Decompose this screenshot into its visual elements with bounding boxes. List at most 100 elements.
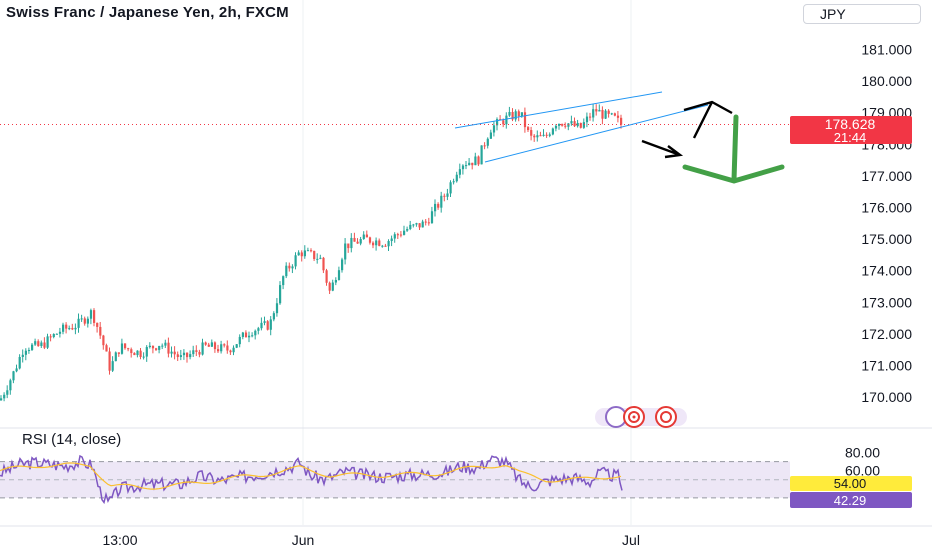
candle-body xyxy=(310,250,313,252)
rsi-value-label: 42.29 xyxy=(834,493,867,508)
candle-body xyxy=(257,328,260,331)
candle-body xyxy=(455,174,458,182)
candle-body xyxy=(173,351,176,355)
candle-body xyxy=(120,343,124,354)
time-axis[interactable]: 13:00 Jun Jul xyxy=(102,532,639,548)
candle-body xyxy=(192,350,195,355)
candle-body xyxy=(176,354,179,358)
price-tick-label: 181.000 xyxy=(861,42,912,58)
candle-body xyxy=(424,221,427,223)
candle-body xyxy=(489,132,492,139)
candle-body xyxy=(353,237,356,242)
candle-body xyxy=(527,127,530,131)
channel-upper-trendline[interactable] xyxy=(454,91,663,129)
green-arrow-down[interactable] xyxy=(682,114,785,184)
candle-body xyxy=(328,282,331,291)
candle-body xyxy=(93,310,96,323)
candle-body xyxy=(545,134,548,136)
candle-body xyxy=(133,353,136,356)
currency-button[interactable]: JPY xyxy=(803,4,921,24)
last-price-tag: 178.628 21:44 xyxy=(790,116,912,145)
replay-circles-icon[interactable] xyxy=(595,406,687,428)
candle-body xyxy=(387,241,390,247)
candle-body xyxy=(291,266,294,269)
candle-body xyxy=(62,324,65,332)
candle-body xyxy=(573,121,576,127)
candle-body xyxy=(108,351,111,371)
candle-body xyxy=(542,134,545,136)
candle-body xyxy=(508,111,511,116)
rsi-indicator-title[interactable]: RSI (14, close) xyxy=(22,431,122,448)
candle-body xyxy=(523,112,527,128)
candle-body xyxy=(421,221,424,228)
candle-body xyxy=(213,342,217,350)
candle-body xyxy=(207,344,210,347)
candle-body xyxy=(117,352,120,354)
candle-body xyxy=(170,351,173,354)
candle-body xyxy=(403,230,406,235)
candle-body xyxy=(471,162,474,166)
candle-body xyxy=(263,321,266,323)
candle-body xyxy=(145,347,148,357)
candle-body xyxy=(415,223,418,225)
candle-body xyxy=(576,122,579,127)
candle-body xyxy=(167,342,170,354)
channel-lower-trendline[interactable] xyxy=(484,104,709,163)
candle-body xyxy=(288,265,291,269)
candle-body xyxy=(12,371,15,381)
candle-body xyxy=(362,234,365,240)
candle-body xyxy=(601,109,604,119)
candle-body xyxy=(9,380,12,391)
candle-body xyxy=(86,318,89,324)
candle-body xyxy=(223,344,226,346)
black-arrow-up[interactable] xyxy=(683,100,733,139)
candle-body xyxy=(477,156,480,165)
candle-body xyxy=(105,345,108,352)
rsi-ma-line xyxy=(0,462,622,490)
candle-body xyxy=(564,125,567,127)
candle-body xyxy=(195,350,198,352)
candle-body xyxy=(561,123,564,126)
candle-body xyxy=(114,352,117,362)
candle-body xyxy=(341,259,344,271)
symbol-title[interactable]: Swiss Franc / Japanese Yen, 2h, FXCM xyxy=(6,4,289,21)
candle-body xyxy=(201,342,204,355)
candle-body xyxy=(468,162,471,166)
candle-body xyxy=(486,138,489,146)
candle-body xyxy=(43,342,46,348)
price-tick-label: 173.000 xyxy=(861,294,912,310)
candle-body xyxy=(390,238,393,242)
candle-body xyxy=(6,390,9,395)
candle-body xyxy=(607,110,610,114)
candle-body xyxy=(300,252,303,257)
candle-body xyxy=(226,345,229,351)
candle-body xyxy=(344,243,347,260)
candle-body xyxy=(155,348,158,350)
candle-body xyxy=(502,120,505,125)
candle-body xyxy=(613,113,616,116)
candle-body xyxy=(592,109,595,118)
candle-body xyxy=(24,350,27,355)
rsi-ma-tag: 54.00 xyxy=(790,476,912,491)
candle-body xyxy=(384,245,387,247)
candle-body xyxy=(136,350,139,356)
price-axis[interactable]: 181.000180.000179.000178.000177.000176.0… xyxy=(861,42,912,406)
rsi-axis[interactable]: 80.00 60.00 xyxy=(845,445,880,479)
candle-body xyxy=(496,119,499,126)
candle-body xyxy=(254,330,257,336)
candle-body xyxy=(378,240,381,246)
price-candles xyxy=(0,104,623,402)
candle-body xyxy=(440,195,443,208)
candle-body xyxy=(567,123,570,127)
candle-body xyxy=(27,349,31,351)
candle-body xyxy=(89,310,93,319)
candle-body xyxy=(158,345,161,350)
candle-body xyxy=(604,110,607,119)
candle-body xyxy=(220,344,223,352)
candle-body xyxy=(585,116,589,123)
candle-body xyxy=(427,222,430,224)
candle-body xyxy=(399,234,403,236)
candle-body xyxy=(68,328,71,330)
black-arrow-down-right[interactable] xyxy=(641,139,684,159)
